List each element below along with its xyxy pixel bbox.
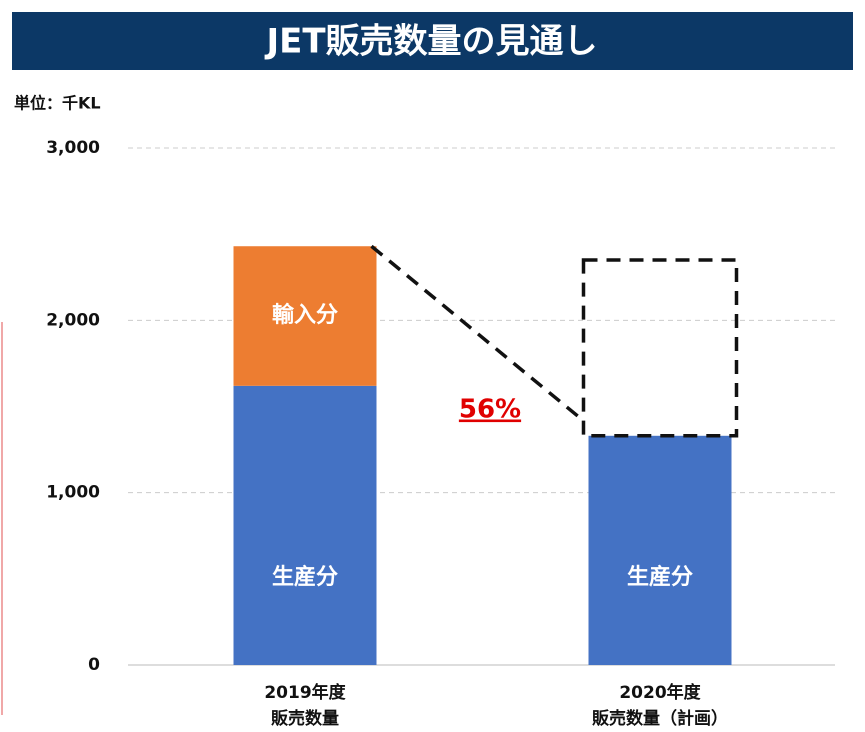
bar-segment	[233, 246, 377, 386]
segment-label: 生産分	[272, 564, 338, 590]
y-tick-label: 0	[88, 655, 100, 675]
segment-label: 生産分	[627, 564, 693, 590]
dashed-box	[581, 258, 739, 438]
y-tick-label: 2,000	[46, 310, 100, 330]
bar-segment	[588, 435, 732, 665]
x-tick-label: 2020年度 販売数量（計画）	[592, 683, 728, 729]
chart-title: JET販売数量の見通し	[264, 22, 597, 62]
x-tick-label: 2019年度 販売数量	[264, 683, 346, 729]
y-tick-label: 1,000	[46, 483, 100, 503]
bar-segment	[233, 385, 377, 665]
annotation: 56%	[459, 395, 521, 425]
title-bar	[12, 12, 853, 70]
y-tick-label: 3,000	[46, 138, 100, 158]
unit-label: 単位：千KL	[14, 94, 101, 113]
segment-label: 輸入分	[272, 302, 338, 328]
